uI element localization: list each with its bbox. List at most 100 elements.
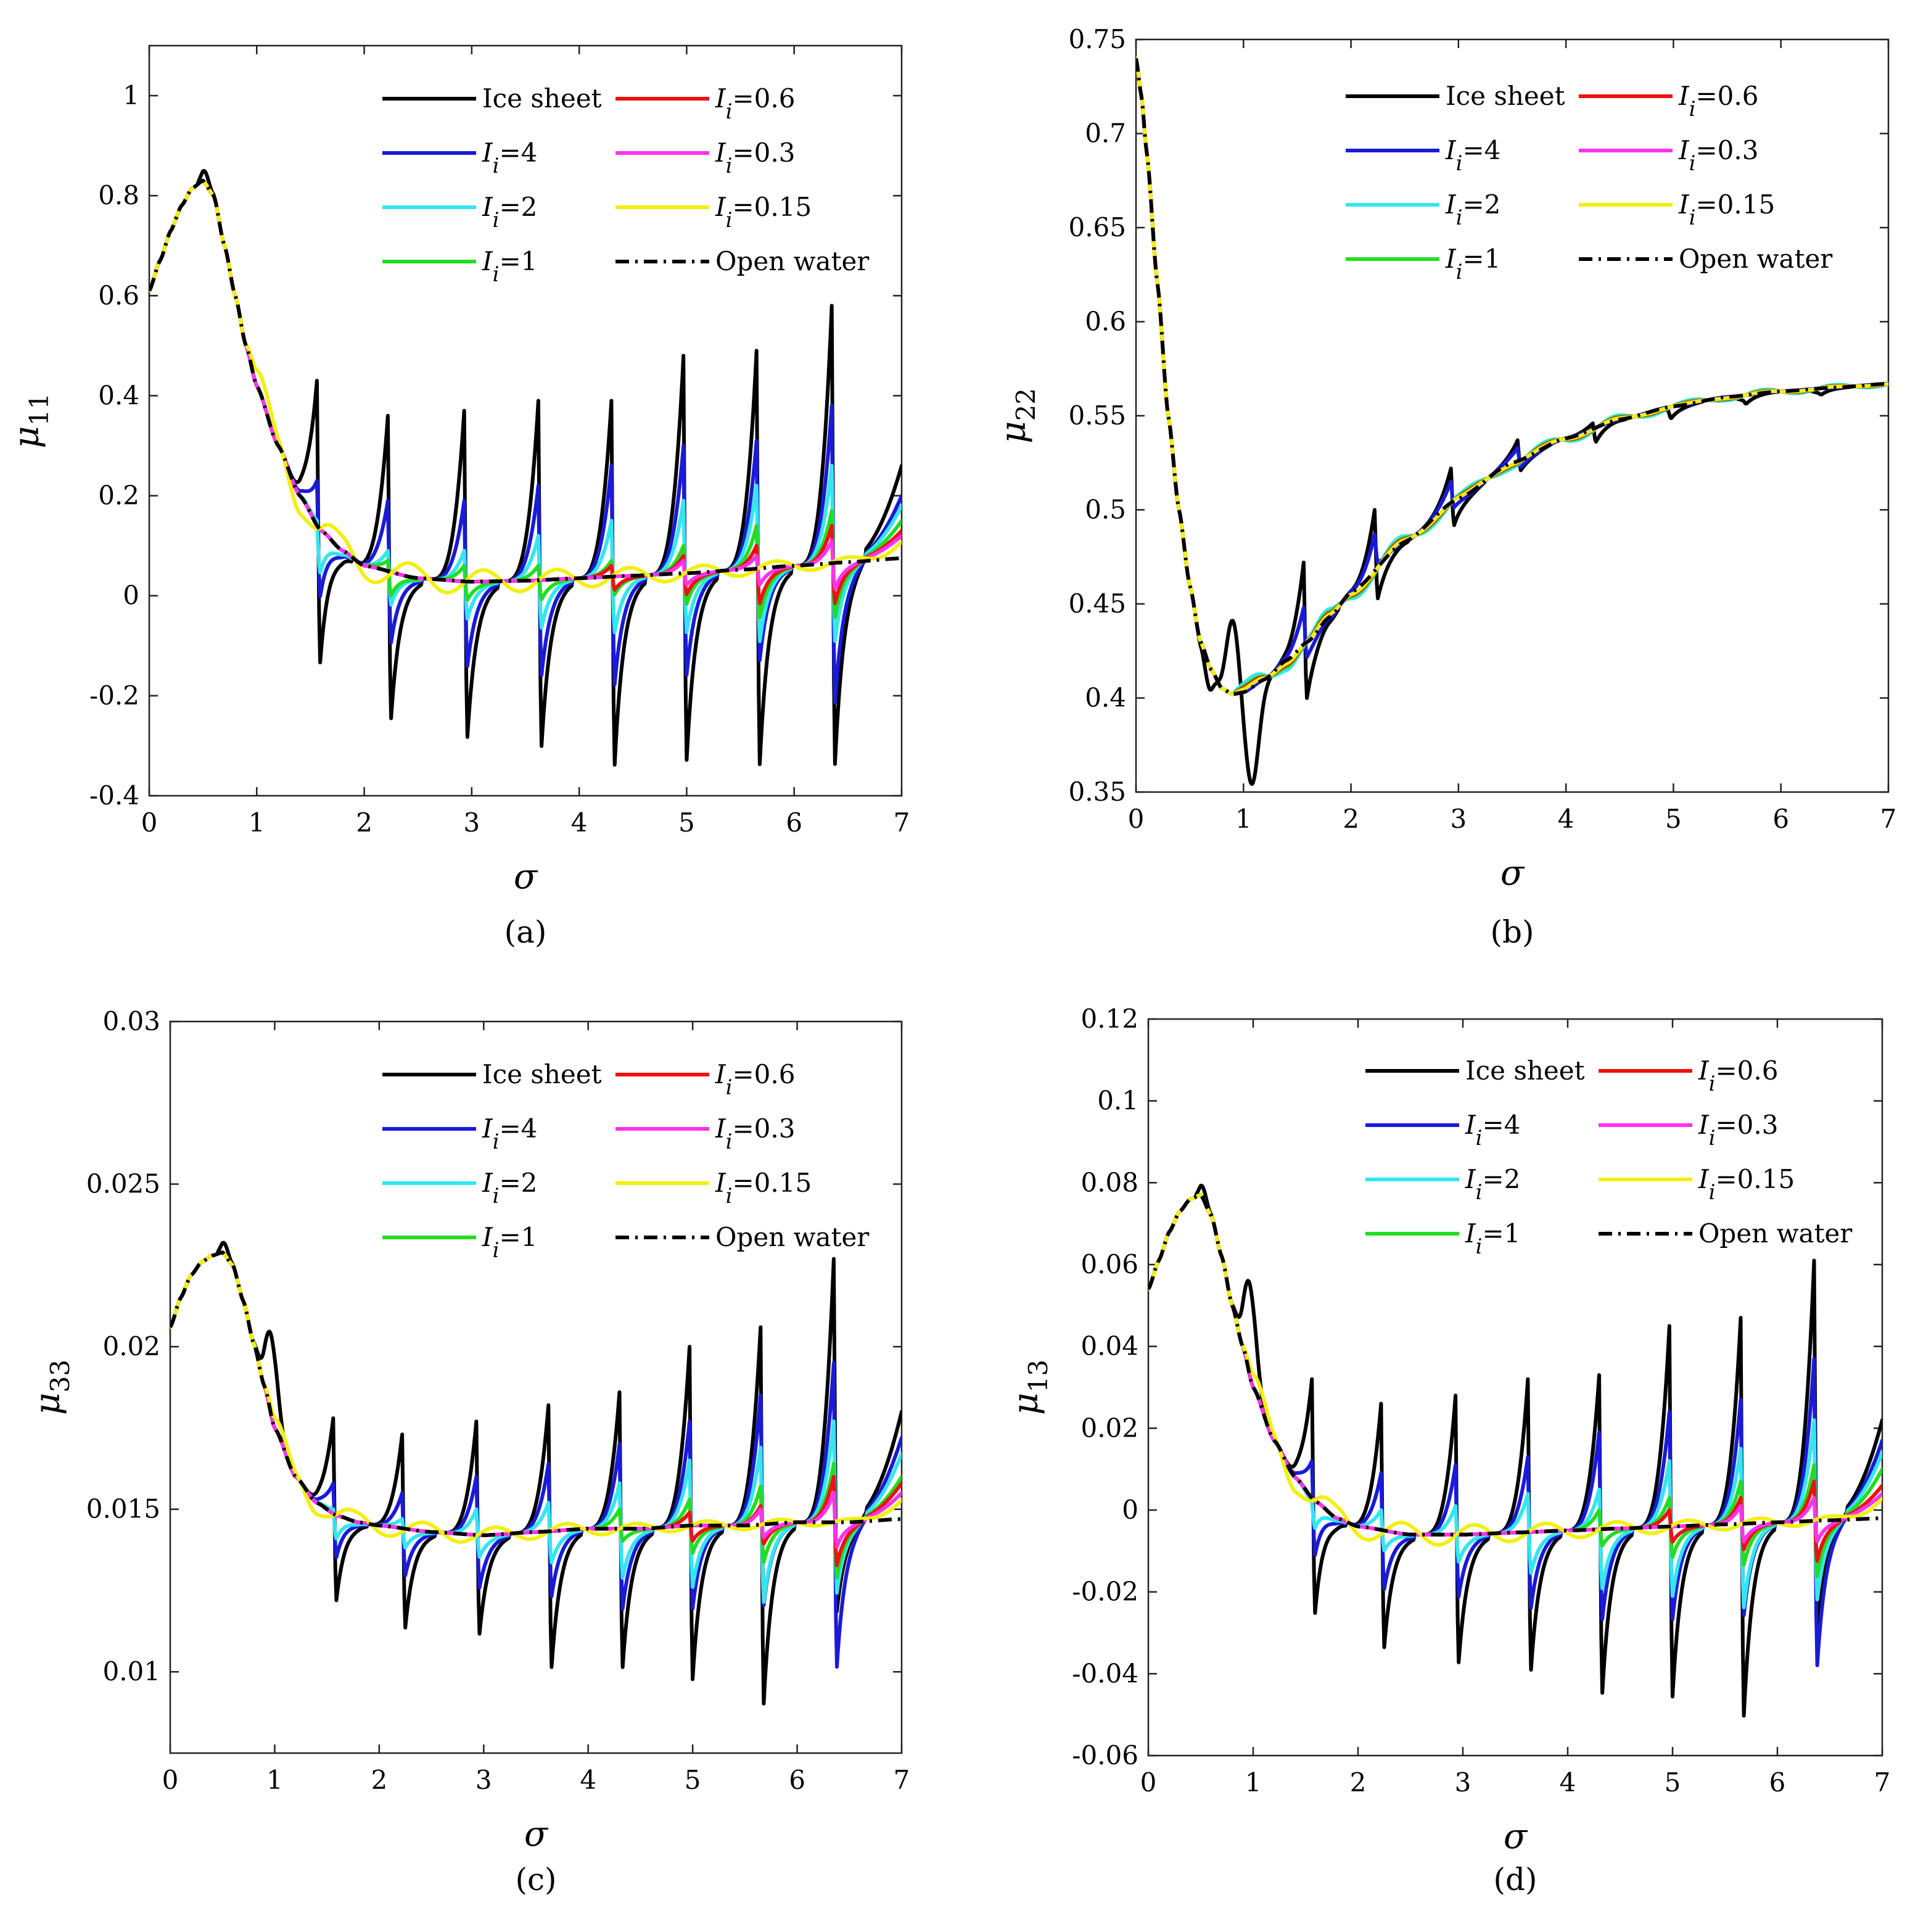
y-tick-label: 0.6: [1085, 307, 1126, 337]
legend-label: Ii=0.3: [1698, 1110, 1778, 1150]
y-tick-label: 0.06: [1080, 1249, 1138, 1279]
panel-b: 0 1 2 3 4 5 6 7 0.35 0.4 0.45 0.5 0.55 0.6 0.65 0.7 0.75…: [994, 24, 1896, 950]
legend-subscript: i: [726, 1184, 733, 1208]
y-tick-label: 0.8: [98, 180, 139, 210]
legend-label: Ice sheet: [1465, 1055, 1585, 1086]
legend-label: Ice sheet: [482, 1059, 602, 1089]
legend-subscript: i: [1476, 1180, 1483, 1205]
legend-value: =2: [1482, 1164, 1520, 1194]
x-axis-label: σ: [514, 857, 538, 897]
plot-area: [149, 168, 902, 767]
legend-symbol: I: [482, 1168, 493, 1198]
legend-value: =1: [499, 1222, 537, 1252]
legend-symbol: I: [482, 1222, 493, 1252]
series-line-ice-sheet: [170, 1241, 902, 1706]
legend-label: Ii=4: [1445, 135, 1500, 176]
legend-label: Ii=0.6: [1698, 1055, 1778, 1096]
legend-subscript: i: [1456, 151, 1463, 176]
y-axis-label-base: μ: [28, 1393, 68, 1415]
legend-value: =4: [499, 138, 537, 168]
x-tick-label: 6: [789, 1765, 805, 1795]
series-line-i-i-2: [1136, 56, 1888, 696]
y-tick-label: 0.7: [1085, 118, 1126, 149]
legend-symbol: I: [1678, 189, 1690, 220]
y-tick-label: -0.2: [89, 680, 139, 711]
x-tick-label: 6: [1769, 1767, 1786, 1798]
series-line-ice-sheet: [1148, 1184, 1882, 1718]
series-line-i-i-4: [1136, 56, 1888, 696]
x-tick-label: 4: [571, 807, 588, 838]
legend-value: =0.15: [732, 1168, 812, 1198]
legend-label: Ii=1: [1445, 244, 1500, 284]
y-tick-label: 0.4: [1085, 683, 1126, 713]
legend-label: Ii=0.3: [1678, 135, 1758, 176]
legend-label: Ii=0.6: [715, 83, 795, 124]
y-tick-label: -0.02: [1072, 1577, 1138, 1607]
legend-symbol: I: [715, 138, 726, 168]
legend-label: Ii=1: [1465, 1218, 1520, 1259]
x-tick-label: 0: [162, 1765, 179, 1795]
series-line-i-i-0-3: [1136, 56, 1888, 696]
legend-symbol: I: [1465, 1164, 1476, 1194]
y-axis-label-subscript: 13: [1023, 1360, 1053, 1392]
legend-label: Ii=1: [482, 246, 537, 287]
legend-value: =0.3: [732, 1113, 795, 1144]
x-tick-label: 6: [786, 807, 802, 838]
legend-value: =0.15: [1715, 1164, 1795, 1194]
y-tick-label: 0.6: [98, 280, 139, 310]
legend-label: Open water: [715, 246, 870, 276]
legend-label: Ii=0.6: [1678, 81, 1758, 122]
legend-symbol: I: [1445, 244, 1457, 274]
legend-symbol: I: [482, 1113, 493, 1144]
series-line-i-i-0-15: [149, 178, 902, 595]
y-tick-label: 0: [123, 580, 139, 611]
legend-value: =4: [1482, 1110, 1520, 1140]
y-axis-label-subscript: 33: [45, 1360, 75, 1392]
legend-label: Ii=0.3: [715, 1113, 795, 1154]
legend-label: Ii=4: [482, 1113, 537, 1154]
legend-label: Ii=2: [1465, 1164, 1520, 1205]
legend-subscript: i: [493, 208, 500, 233]
x-tick-label: 2: [356, 807, 372, 838]
series-line-i-i-0-15: [170, 1250, 902, 1544]
legend-label: Ii=4: [1465, 1110, 1520, 1150]
x-tick-label: 0: [141, 807, 158, 838]
y-tick-label: -0.06: [1072, 1740, 1138, 1770]
legend: Ice sheetIi=4Ii=2Ii=1Ii=0.6Ii=0.3Ii=0.15…: [382, 83, 870, 287]
x-tick-label: 4: [1560, 1767, 1576, 1798]
series-line-i-i-0-3: [149, 178, 902, 591]
plot-area: [170, 1241, 902, 1706]
legend-subscript: i: [1456, 260, 1463, 284]
x-tick-label: 5: [1665, 804, 1682, 834]
x-tick-label: 3: [1455, 1767, 1471, 1798]
plot-area: [1148, 1184, 1882, 1718]
legend-symbol: I: [715, 192, 726, 222]
legend-value: =4: [1462, 135, 1500, 165]
panel-a: 0 1 2 3 4 5 6 7 -0.4 -0.2 0 0.2 0.4 0.6 0.8 1 Ice sheet I…: [7, 44, 910, 950]
x-tick-label: 0: [1140, 1767, 1157, 1798]
legend-value: =4: [499, 1113, 537, 1144]
panel-caption: (d): [1493, 1862, 1537, 1897]
legend-value: =0.6: [1715, 1055, 1778, 1086]
panel-d: 0 1 2 3 4 5 6 7 -0.06 -0.04 -0.02 0 0.02 0.04 0.06 0.08…: [1006, 1004, 1890, 1897]
legend-label: Ii=0.3: [715, 138, 795, 178]
y-tick-label: 0.65: [1068, 212, 1126, 242]
legend-label: Ii=4: [482, 138, 537, 178]
y-axis-label-base: μ: [1006, 1393, 1046, 1415]
legend-label: Ice sheet: [482, 83, 602, 114]
legend-label: Ii=0.15: [1678, 189, 1775, 230]
legend-value: =0.6: [732, 1059, 795, 1089]
legend-symbol: I: [1698, 1110, 1710, 1140]
legend-subscript: i: [1456, 205, 1463, 230]
legend-value: =0.3: [732, 138, 795, 168]
y-axis-label-base: μ: [7, 426, 47, 448]
legend-symbol: I: [1698, 1164, 1710, 1194]
x-tick-label: 7: [1880, 804, 1897, 834]
legend-label: Ii=0.15: [715, 1168, 812, 1208]
x-tick-label: 1: [249, 807, 265, 838]
panel-caption: (c): [515, 1862, 556, 1897]
legend-value: =0.15: [732, 192, 812, 222]
y-axis-label-base: μ: [994, 421, 1034, 444]
series-line-i-i-0-15: [1148, 1193, 1882, 1547]
